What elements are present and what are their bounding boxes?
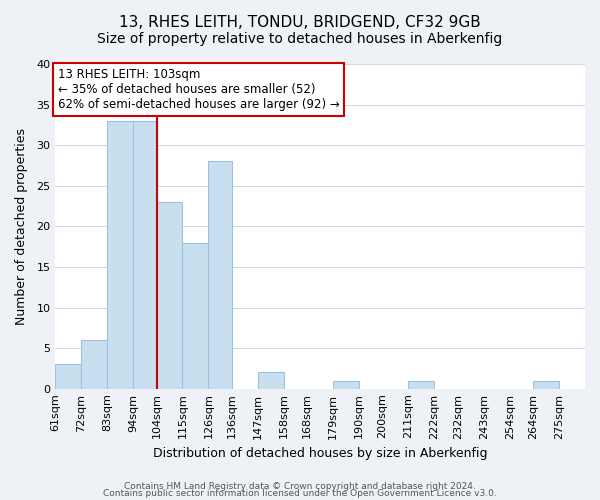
Bar [182,242,208,388]
Text: Size of property relative to detached houses in Aberkenfig: Size of property relative to detached ho… [97,32,503,46]
Bar [533,380,559,388]
Bar [409,380,434,388]
Text: Contains HM Land Registry data © Crown copyright and database right 2024.: Contains HM Land Registry data © Crown c… [124,482,476,491]
Y-axis label: Number of detached properties: Number of detached properties [15,128,28,325]
Bar [208,162,232,388]
X-axis label: Distribution of detached houses by size in Aberkenfig: Distribution of detached houses by size … [153,447,487,460]
Bar [157,202,182,388]
Bar [55,364,81,388]
Text: 13, RHES LEITH, TONDU, BRIDGEND, CF32 9GB: 13, RHES LEITH, TONDU, BRIDGEND, CF32 9G… [119,15,481,30]
Bar [333,380,359,388]
Text: 13 RHES LEITH: 103sqm
← 35% of detached houses are smaller (52)
62% of semi-deta: 13 RHES LEITH: 103sqm ← 35% of detached … [58,68,340,111]
Bar [133,121,157,388]
Bar [107,121,133,388]
Bar [81,340,107,388]
Bar [258,372,284,388]
Text: Contains public sector information licensed under the Open Government Licence v3: Contains public sector information licen… [103,490,497,498]
